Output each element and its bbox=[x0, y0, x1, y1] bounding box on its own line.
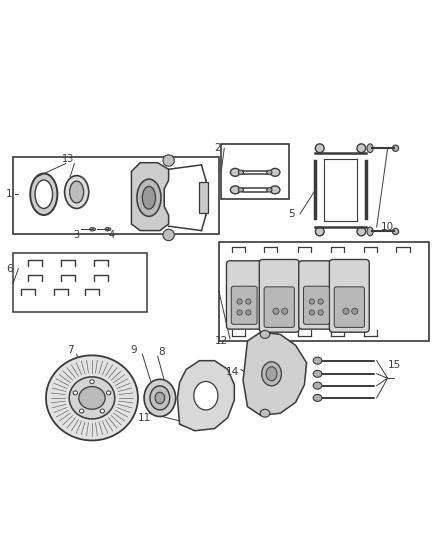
FancyBboxPatch shape bbox=[226, 261, 262, 329]
Text: 3: 3 bbox=[74, 230, 80, 240]
Circle shape bbox=[318, 310, 323, 315]
FancyBboxPatch shape bbox=[231, 286, 257, 324]
Ellipse shape bbox=[313, 394, 322, 401]
Circle shape bbox=[237, 299, 242, 304]
Ellipse shape bbox=[313, 382, 322, 389]
Ellipse shape bbox=[315, 144, 324, 152]
Ellipse shape bbox=[260, 330, 270, 338]
Ellipse shape bbox=[392, 145, 399, 151]
Text: 6: 6 bbox=[6, 264, 13, 273]
Ellipse shape bbox=[69, 377, 115, 419]
Ellipse shape bbox=[313, 357, 322, 364]
Text: 15: 15 bbox=[388, 360, 401, 370]
Ellipse shape bbox=[106, 391, 111, 395]
Circle shape bbox=[282, 308, 288, 314]
Ellipse shape bbox=[150, 386, 170, 410]
Ellipse shape bbox=[357, 144, 366, 152]
Ellipse shape bbox=[267, 170, 272, 174]
Ellipse shape bbox=[194, 382, 218, 410]
Ellipse shape bbox=[155, 392, 165, 403]
Circle shape bbox=[309, 310, 314, 315]
Ellipse shape bbox=[30, 173, 57, 215]
Ellipse shape bbox=[270, 168, 280, 176]
Ellipse shape bbox=[266, 367, 277, 381]
Polygon shape bbox=[177, 361, 234, 431]
Ellipse shape bbox=[392, 229, 399, 235]
Text: 1: 1 bbox=[5, 189, 12, 199]
Ellipse shape bbox=[261, 362, 281, 386]
Ellipse shape bbox=[238, 188, 244, 192]
Circle shape bbox=[309, 299, 314, 304]
FancyBboxPatch shape bbox=[299, 261, 334, 329]
Text: 14: 14 bbox=[226, 367, 239, 377]
Ellipse shape bbox=[238, 170, 244, 174]
FancyBboxPatch shape bbox=[264, 287, 294, 327]
FancyBboxPatch shape bbox=[329, 260, 369, 332]
Ellipse shape bbox=[313, 370, 322, 377]
Text: 13: 13 bbox=[62, 154, 74, 164]
Ellipse shape bbox=[144, 379, 176, 416]
Circle shape bbox=[343, 308, 349, 314]
Polygon shape bbox=[243, 332, 307, 415]
Text: 2: 2 bbox=[214, 143, 221, 154]
Text: 8: 8 bbox=[159, 347, 166, 357]
Ellipse shape bbox=[357, 227, 366, 236]
Circle shape bbox=[237, 310, 242, 315]
Ellipse shape bbox=[267, 188, 272, 192]
Text: 5: 5 bbox=[288, 209, 295, 219]
Bar bbox=[13, 253, 147, 312]
Circle shape bbox=[163, 155, 174, 166]
Ellipse shape bbox=[90, 379, 94, 384]
Bar bbox=[199, 182, 208, 213]
Ellipse shape bbox=[35, 180, 53, 208]
Ellipse shape bbox=[367, 227, 373, 236]
Text: 7: 7 bbox=[67, 345, 74, 355]
Ellipse shape bbox=[65, 175, 88, 208]
Ellipse shape bbox=[230, 168, 240, 176]
Text: 12: 12 bbox=[215, 336, 228, 346]
Ellipse shape bbox=[108, 228, 111, 231]
Ellipse shape bbox=[93, 228, 95, 231]
Circle shape bbox=[163, 229, 174, 241]
Ellipse shape bbox=[79, 386, 105, 409]
Ellipse shape bbox=[315, 227, 324, 236]
Bar bbox=[13, 157, 219, 233]
Bar bbox=[219, 243, 429, 341]
Circle shape bbox=[318, 299, 323, 304]
Ellipse shape bbox=[90, 228, 94, 231]
Text: 10: 10 bbox=[381, 222, 394, 232]
Ellipse shape bbox=[270, 186, 280, 194]
Text: 11: 11 bbox=[138, 413, 151, 423]
Text: 4: 4 bbox=[109, 230, 115, 240]
Bar bbox=[221, 144, 289, 199]
Circle shape bbox=[273, 308, 279, 314]
Ellipse shape bbox=[367, 144, 373, 152]
Ellipse shape bbox=[105, 228, 110, 231]
Ellipse shape bbox=[260, 409, 270, 417]
Ellipse shape bbox=[70, 181, 84, 203]
Ellipse shape bbox=[230, 186, 240, 194]
FancyBboxPatch shape bbox=[334, 287, 364, 327]
Circle shape bbox=[246, 299, 251, 304]
FancyBboxPatch shape bbox=[259, 260, 299, 332]
Ellipse shape bbox=[79, 409, 84, 413]
FancyBboxPatch shape bbox=[304, 286, 329, 324]
Ellipse shape bbox=[100, 409, 105, 413]
Ellipse shape bbox=[73, 391, 78, 395]
Text: 9: 9 bbox=[130, 345, 137, 355]
Polygon shape bbox=[131, 163, 169, 231]
Circle shape bbox=[352, 308, 358, 314]
Ellipse shape bbox=[142, 187, 155, 209]
Circle shape bbox=[246, 310, 251, 315]
Ellipse shape bbox=[137, 179, 161, 216]
Ellipse shape bbox=[46, 356, 138, 440]
